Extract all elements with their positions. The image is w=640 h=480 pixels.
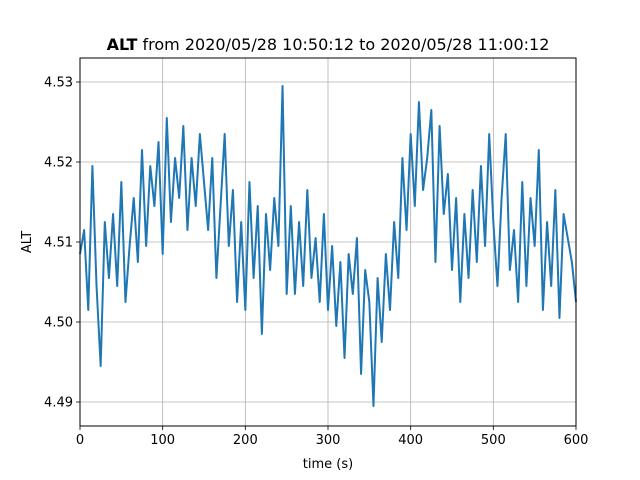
y-tick-label: 4.50	[44, 316, 73, 331]
x-tick-label: 300	[316, 433, 341, 448]
y-tick-label: 4.49	[44, 396, 73, 411]
x-tick-label: 0	[76, 433, 84, 448]
chart-title: ALT from 2020/05/28 10:50:12 to 2020/05/…	[107, 35, 550, 54]
y-tick-label: 4.53	[44, 76, 73, 91]
x-tick-label: 200	[233, 433, 258, 448]
chart-title-variable: ALT	[107, 35, 138, 54]
x-axis: 0 100 200 300 400 500 600	[76, 426, 589, 448]
y-axis-label: ALT	[20, 231, 35, 253]
x-tick-label: 400	[398, 433, 423, 448]
y-axis: 4.49 4.50 4.51 4.52 4.53	[44, 76, 80, 411]
grid-lines	[79, 58, 577, 426]
x-tick-label: 600	[564, 433, 589, 448]
series-line	[79, 85, 577, 407]
x-axis-label: time (s)	[303, 457, 353, 472]
y-tick-label: 4.51	[44, 236, 73, 251]
y-tick-label: 4.52	[44, 156, 73, 171]
chart-title-range: from 2020/05/28 10:50:12 to 2020/05/28 1…	[137, 35, 549, 54]
x-tick-label: 100	[150, 433, 175, 448]
x-tick-label: 500	[481, 433, 506, 448]
